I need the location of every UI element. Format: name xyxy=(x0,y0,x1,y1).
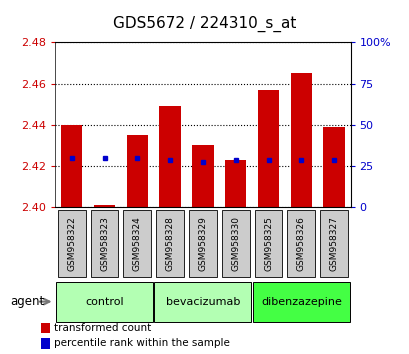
Text: GSM958327: GSM958327 xyxy=(329,216,338,271)
Bar xyxy=(156,210,184,276)
Text: control: control xyxy=(85,297,124,307)
Text: transformed count: transformed count xyxy=(54,323,151,333)
Text: GSM958323: GSM958323 xyxy=(100,216,109,271)
Bar xyxy=(225,160,246,207)
Text: dibenzazepine: dibenzazepine xyxy=(260,297,341,307)
Text: GSM958328: GSM958328 xyxy=(165,216,174,271)
Bar xyxy=(287,210,315,276)
Text: GSM958330: GSM958330 xyxy=(231,216,240,271)
Bar xyxy=(94,205,115,207)
Bar xyxy=(221,210,249,276)
Bar xyxy=(56,282,153,322)
Bar xyxy=(252,282,349,322)
Text: agent: agent xyxy=(10,295,45,308)
Bar xyxy=(61,125,82,207)
Bar xyxy=(90,210,118,276)
Text: percentile rank within the sample: percentile rank within the sample xyxy=(54,338,229,348)
Bar xyxy=(154,282,251,322)
Bar xyxy=(319,210,347,276)
Bar xyxy=(159,106,180,207)
Bar xyxy=(123,210,151,276)
Text: GSM958322: GSM958322 xyxy=(67,216,76,271)
Text: GSM958324: GSM958324 xyxy=(133,216,142,271)
Bar xyxy=(126,135,148,207)
Bar xyxy=(254,210,282,276)
Bar xyxy=(257,90,279,207)
Bar xyxy=(58,210,85,276)
Bar xyxy=(192,145,213,207)
Text: GSM958326: GSM958326 xyxy=(296,216,305,271)
Text: GSM958325: GSM958325 xyxy=(263,216,272,271)
Text: GSM958329: GSM958329 xyxy=(198,216,207,271)
Bar xyxy=(290,73,311,207)
Bar xyxy=(323,127,344,207)
Text: bevacizumab: bevacizumab xyxy=(165,297,240,307)
Text: GDS5672 / 224310_s_at: GDS5672 / 224310_s_at xyxy=(113,16,296,32)
Bar xyxy=(189,210,216,276)
